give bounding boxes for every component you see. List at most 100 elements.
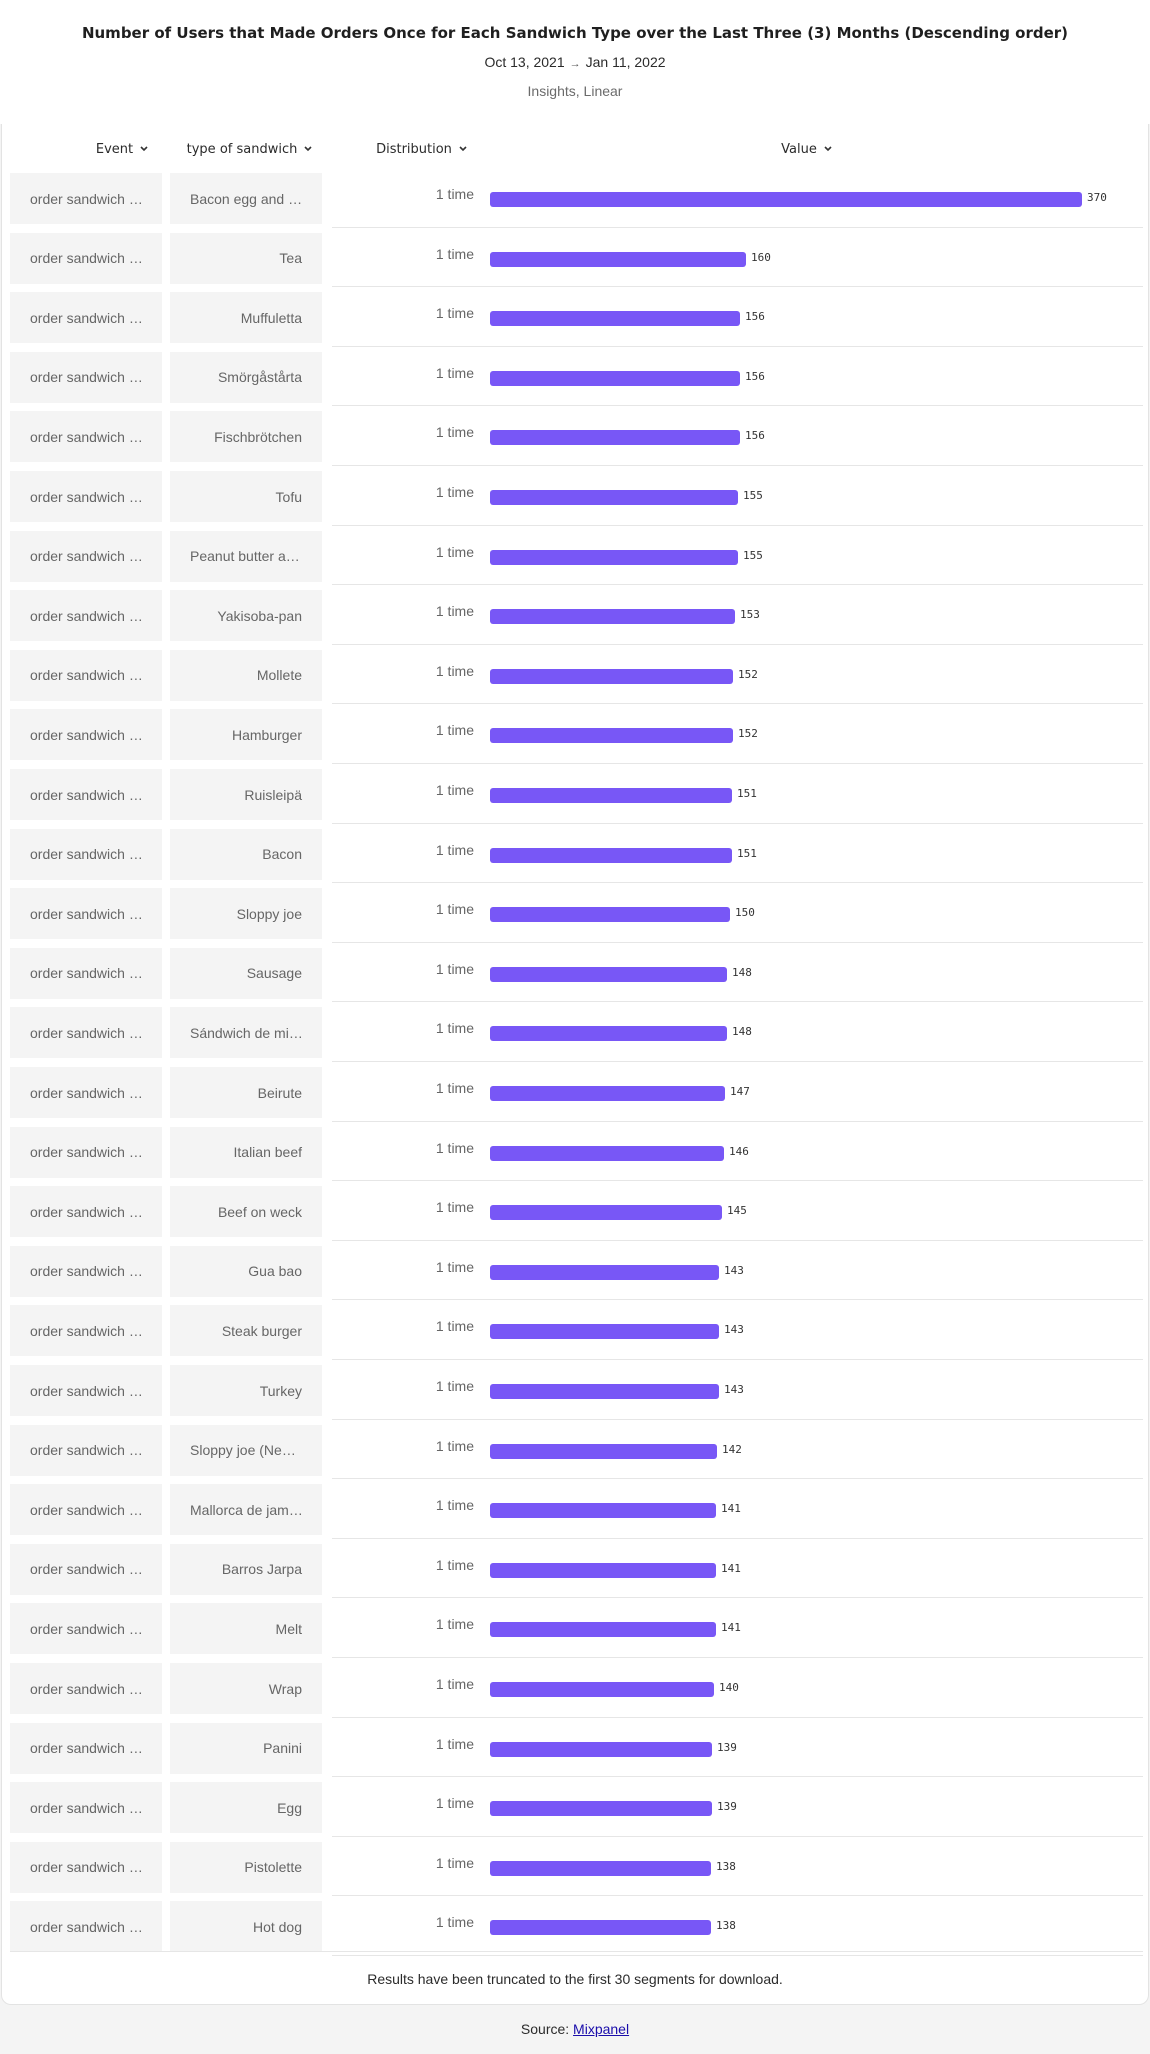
value-label: 145 (727, 1204, 747, 1218)
event-cell[interactable]: order sandwich … (10, 1543, 162, 1595)
value-bar[interactable] (490, 907, 730, 923)
sandwich-type-cell[interactable]: Sloppy joe (170, 888, 322, 940)
value-label: 139 (717, 1740, 737, 1754)
row-divider (332, 1239, 1143, 1241)
value-bar[interactable] (490, 1205, 722, 1221)
sandwich-type-cell[interactable]: Beirute (170, 1067, 322, 1118)
sandwich-type-cell[interactable]: Smörgåstårta (170, 351, 322, 403)
value-bar[interactable] (490, 370, 740, 386)
sandwich-type-cell[interactable]: Sausage (170, 947, 322, 999)
value-bar[interactable] (490, 1264, 719, 1280)
sandwich-type-cell[interactable]: Italian beef (170, 1126, 322, 1178)
value-bar[interactable] (490, 1682, 714, 1697)
sandwich-type-cell[interactable]: Muffuletta (170, 292, 322, 344)
value-bar[interactable] (490, 966, 727, 982)
column-header-value[interactable]: Value (732, 140, 882, 158)
sandwich-type-cell[interactable]: Yakisoba-pan (170, 590, 322, 642)
sandwich-type-cell[interactable]: Panini (170, 1722, 322, 1774)
value-bar[interactable] (490, 1920, 711, 1936)
sandwich-type-cell[interactable]: Gua bao (170, 1245, 322, 1297)
event-cell[interactable]: order sandwich … (10, 649, 162, 701)
value-bar[interactable] (490, 1860, 711, 1876)
sandwich-type-cell[interactable]: Beef on weck (170, 1186, 322, 1238)
sandwich-type-cell[interactable]: Hot dog (170, 1901, 322, 1953)
event-cell[interactable]: order sandwich … (10, 471, 162, 522)
event-cell[interactable]: order sandwich … (10, 1424, 162, 1476)
event-cell[interactable]: order sandwich … (10, 1245, 162, 1297)
value-bar[interactable] (490, 1086, 725, 1101)
value-bar[interactable] (490, 549, 738, 565)
value-bar[interactable] (490, 251, 746, 267)
event-cell[interactable]: order sandwich … (10, 1722, 162, 1774)
value-bar[interactable] (490, 311, 740, 327)
event-cell[interactable]: order sandwich … (10, 590, 162, 642)
sandwich-type-cell[interactable]: Melt (170, 1603, 322, 1655)
event-cell[interactable]: order sandwich … (10, 828, 162, 880)
event-cell[interactable]: order sandwich … (10, 1365, 162, 1416)
report-header: Number of Users that Made Orders Once fo… (0, 0, 1150, 124)
event-cell[interactable]: order sandwich … (10, 232, 162, 284)
distribution-cell: 1 time (435, 1914, 474, 1931)
value-bar[interactable] (490, 1324, 719, 1340)
sandwich-type-cell[interactable]: Mollete (170, 649, 322, 701)
event-cell[interactable]: order sandwich … (10, 1186, 162, 1238)
sandwich-type-cell[interactable]: Bacon egg and … (170, 173, 322, 224)
value-bar[interactable] (490, 609, 735, 625)
column-header-type[interactable]: type of sandwich (170, 140, 330, 158)
sandwich-type-cell[interactable]: Egg (170, 1782, 322, 1834)
value-bar[interactable] (490, 1384, 719, 1399)
column-header-distribution[interactable]: Distribution (342, 140, 502, 158)
sandwich-type-cell[interactable]: Ruisleipä (170, 769, 322, 820)
event-cell[interactable]: order sandwich … (10, 1841, 162, 1893)
event-cell[interactable]: order sandwich … (10, 173, 162, 224)
event-cell[interactable]: order sandwich … (10, 1603, 162, 1655)
sandwich-type-cell[interactable]: Fischbrötchen (170, 411, 322, 463)
sandwich-type-cell[interactable]: Sándwich de mi… (170, 1007, 322, 1059)
sandwich-type-cell[interactable]: Hamburger (170, 709, 322, 761)
event-cell[interactable]: order sandwich … (10, 1067, 162, 1118)
sandwich-type-cell[interactable]: Turkey (170, 1365, 322, 1416)
value-bar[interactable] (490, 1622, 716, 1638)
sandwich-type-cell[interactable]: Bacon (170, 828, 322, 880)
sandwich-type-cell[interactable]: Pistolette (170, 1841, 322, 1893)
event-cell[interactable]: order sandwich … (10, 769, 162, 820)
value-bar[interactable] (490, 430, 740, 446)
event-cell[interactable]: order sandwich … (10, 1901, 162, 1953)
value-bar[interactable] (490, 788, 732, 803)
value-bar[interactable] (490, 490, 738, 505)
value-bar[interactable] (490, 1026, 727, 1042)
event-cell[interactable]: order sandwich … (10, 709, 162, 761)
value-bar[interactable] (490, 668, 733, 684)
event-cell[interactable]: order sandwich … (10, 530, 162, 582)
value-bar[interactable] (490, 847, 732, 863)
event-cell[interactable]: order sandwich … (10, 1007, 162, 1059)
event-cell[interactable]: order sandwich … (10, 947, 162, 999)
value-bar[interactable] (490, 728, 733, 744)
event-cell[interactable]: order sandwich … (10, 1663, 162, 1714)
column-header-event[interactable]: Event (10, 140, 235, 158)
value-bar[interactable] (490, 1145, 724, 1161)
value-bar[interactable] (490, 1562, 716, 1578)
value-bar[interactable] (490, 1503, 716, 1519)
event-cell[interactable]: order sandwich … (10, 1484, 162, 1536)
sandwich-type-cell[interactable]: Barros Jarpa (170, 1543, 322, 1595)
sandwich-type-cell[interactable]: Sloppy joe (Ne… (170, 1424, 322, 1476)
value-bar[interactable] (490, 192, 1082, 207)
event-cell[interactable]: order sandwich … (10, 411, 162, 463)
sandwich-type-cell[interactable]: Steak burger (170, 1305, 322, 1357)
event-cell[interactable]: order sandwich … (10, 1126, 162, 1178)
sandwich-type-cell[interactable]: Mallorca de jam… (170, 1484, 322, 1536)
event-cell[interactable]: order sandwich … (10, 1782, 162, 1834)
value-bar[interactable] (490, 1443, 717, 1459)
event-cell[interactable]: order sandwich … (10, 1305, 162, 1357)
event-cell[interactable]: order sandwich … (10, 351, 162, 403)
sandwich-type-cell[interactable]: Peanut butter a… (170, 530, 322, 582)
event-cell[interactable]: order sandwich … (10, 888, 162, 940)
value-bar[interactable] (490, 1741, 712, 1757)
source-link[interactable]: Mixpanel (573, 2021, 630, 2037)
sandwich-type-cell[interactable]: Tofu (170, 471, 322, 522)
sandwich-type-cell[interactable]: Tea (170, 232, 322, 284)
value-bar[interactable] (490, 1801, 712, 1817)
sandwich-type-cell[interactable]: Wrap (170, 1663, 322, 1714)
event-cell[interactable]: order sandwich … (10, 292, 162, 344)
